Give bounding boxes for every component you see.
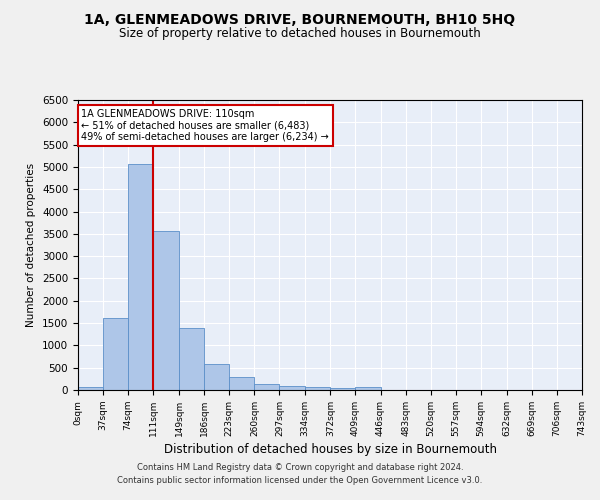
Bar (229, 378, 254, 390)
Text: Contains public sector information licensed under the Open Government Licence v3: Contains public sector information licen… (118, 476, 482, 485)
Text: 1A, GLENMEADOWS DRIVE, BOURNEMOUTH, BH10 5HQ: 1A, GLENMEADOWS DRIVE, BOURNEMOUTH, BH10… (85, 12, 515, 26)
Bar (78, 386, 103, 390)
Bar (128, 164, 153, 390)
Bar (355, 387, 380, 390)
Text: 1A GLENMEADOWS DRIVE: 110sqm
← 51% of detached houses are smaller (6,483)
49% of: 1A GLENMEADOWS DRIVE: 110sqm ← 51% of de… (82, 109, 329, 142)
Bar (103, 318, 128, 390)
Bar (280, 386, 305, 390)
Text: Contains HM Land Registry data © Crown copyright and database right 2024.: Contains HM Land Registry data © Crown c… (137, 464, 463, 472)
Bar (254, 384, 280, 390)
Text: Distribution of detached houses by size in Bournemouth: Distribution of detached houses by size … (163, 442, 497, 456)
Bar (179, 328, 204, 390)
Y-axis label: Number of detached properties: Number of detached properties (26, 163, 37, 327)
Bar (153, 230, 179, 390)
Bar (204, 364, 229, 390)
Bar (305, 387, 331, 390)
Text: Size of property relative to detached houses in Bournemouth: Size of property relative to detached ho… (119, 28, 481, 40)
Bar (331, 388, 355, 390)
